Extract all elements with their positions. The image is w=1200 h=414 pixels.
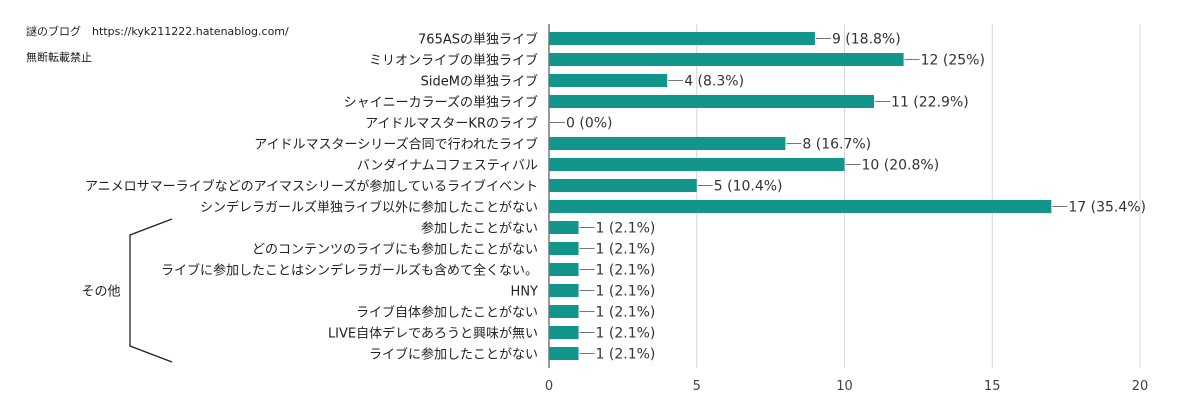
value-label: 10 (20.8%) bbox=[862, 158, 940, 174]
x-tick-label: 10 bbox=[836, 379, 853, 394]
bar bbox=[549, 221, 579, 234]
bar bbox=[549, 347, 579, 360]
bar bbox=[549, 32, 815, 45]
bar bbox=[549, 179, 697, 192]
x-tick-label: 15 bbox=[984, 379, 1001, 394]
category-label: ミリオンライブの単独ライブ bbox=[369, 53, 538, 69]
bar bbox=[549, 326, 579, 339]
value-label: 12 (25%) bbox=[921, 53, 985, 69]
category-label: バンダイナムコフェスティバル bbox=[357, 159, 538, 174]
category-label: アイドルマスターKRのライブ bbox=[365, 116, 538, 132]
value-label: 4 (8.3%) bbox=[684, 74, 744, 90]
bar bbox=[549, 95, 875, 108]
bracket-line bbox=[129, 218, 173, 363]
category-label: 参加したことがない bbox=[421, 221, 538, 237]
bar bbox=[549, 74, 668, 87]
x-tick-label: 5 bbox=[693, 379, 701, 394]
category-label: どのコンテンツのライブにも参加したことがない bbox=[252, 242, 538, 258]
category-label: SideMの単独ライブ bbox=[421, 74, 538, 90]
other-group-label: その他 bbox=[81, 285, 120, 300]
bar bbox=[549, 137, 786, 150]
bar bbox=[549, 284, 579, 297]
value-label: 1 (2.1%) bbox=[596, 221, 656, 237]
category-label: シンデレラガールズ単独ライブ以外に参加したことがない bbox=[200, 200, 538, 216]
value-label: 1 (2.1%) bbox=[596, 263, 656, 279]
bar bbox=[549, 53, 904, 66]
category-label: ライブ自体参加したことがない bbox=[356, 305, 538, 321]
value-label: 1 (2.1%) bbox=[596, 347, 656, 363]
value-label: 8 (16.7%) bbox=[802, 137, 871, 153]
category-label: HNY bbox=[511, 285, 539, 300]
category-label: シャイニーカラーズの単独ライブ bbox=[344, 95, 538, 111]
category-label: アイドルマスターシリーズ合同で行われたライブ bbox=[254, 137, 538, 153]
value-label: 1 (2.1%) bbox=[596, 305, 656, 321]
bar bbox=[549, 242, 579, 255]
watermark-no-reprint: 無断転載禁止 bbox=[26, 51, 92, 64]
value-label: 11 (22.9%) bbox=[891, 95, 969, 111]
watermark-blog-url: 謎のブログ https://kyk211222.hatenablog.com/ bbox=[26, 25, 289, 38]
x-tick-label: 20 bbox=[1132, 379, 1149, 394]
bar-layer bbox=[549, 32, 1052, 360]
value-label: 9 (18.8%) bbox=[832, 32, 901, 48]
other-group-bracket: その他 bbox=[81, 218, 173, 363]
value-label: 17 (35.4%) bbox=[1068, 200, 1146, 216]
bar bbox=[549, 158, 845, 171]
bar bbox=[549, 200, 1052, 213]
category-label: LIVE自体デレであろうと興味が無い bbox=[328, 326, 538, 342]
category-label: ライブに参加したことがない bbox=[369, 347, 538, 363]
category-label: ライブに参加したことはシンデレラガールズも含めて全くない。 bbox=[161, 263, 538, 279]
x-tick-label: 0 bbox=[545, 379, 553, 394]
bar bbox=[549, 263, 579, 276]
category-label: 765ASの単独ライブ bbox=[418, 32, 538, 48]
value-label: 1 (2.1%) bbox=[596, 284, 656, 300]
value-label: 0 (0%) bbox=[566, 116, 613, 132]
bar bbox=[549, 305, 579, 318]
value-label: 5 (10.4%) bbox=[714, 179, 783, 195]
label-layer: 0 5 10 15 20 765ASの単独ライブ 9 (18.8%) ミリオンライブの単独ライ… bbox=[85, 32, 1148, 395]
value-label: 1 (2.1%) bbox=[596, 326, 656, 342]
category-label: アニメロサマーライブなどのアイマスシリーズが参加しているライブイベント bbox=[85, 179, 538, 195]
value-label: 1 (2.1%) bbox=[596, 242, 656, 258]
